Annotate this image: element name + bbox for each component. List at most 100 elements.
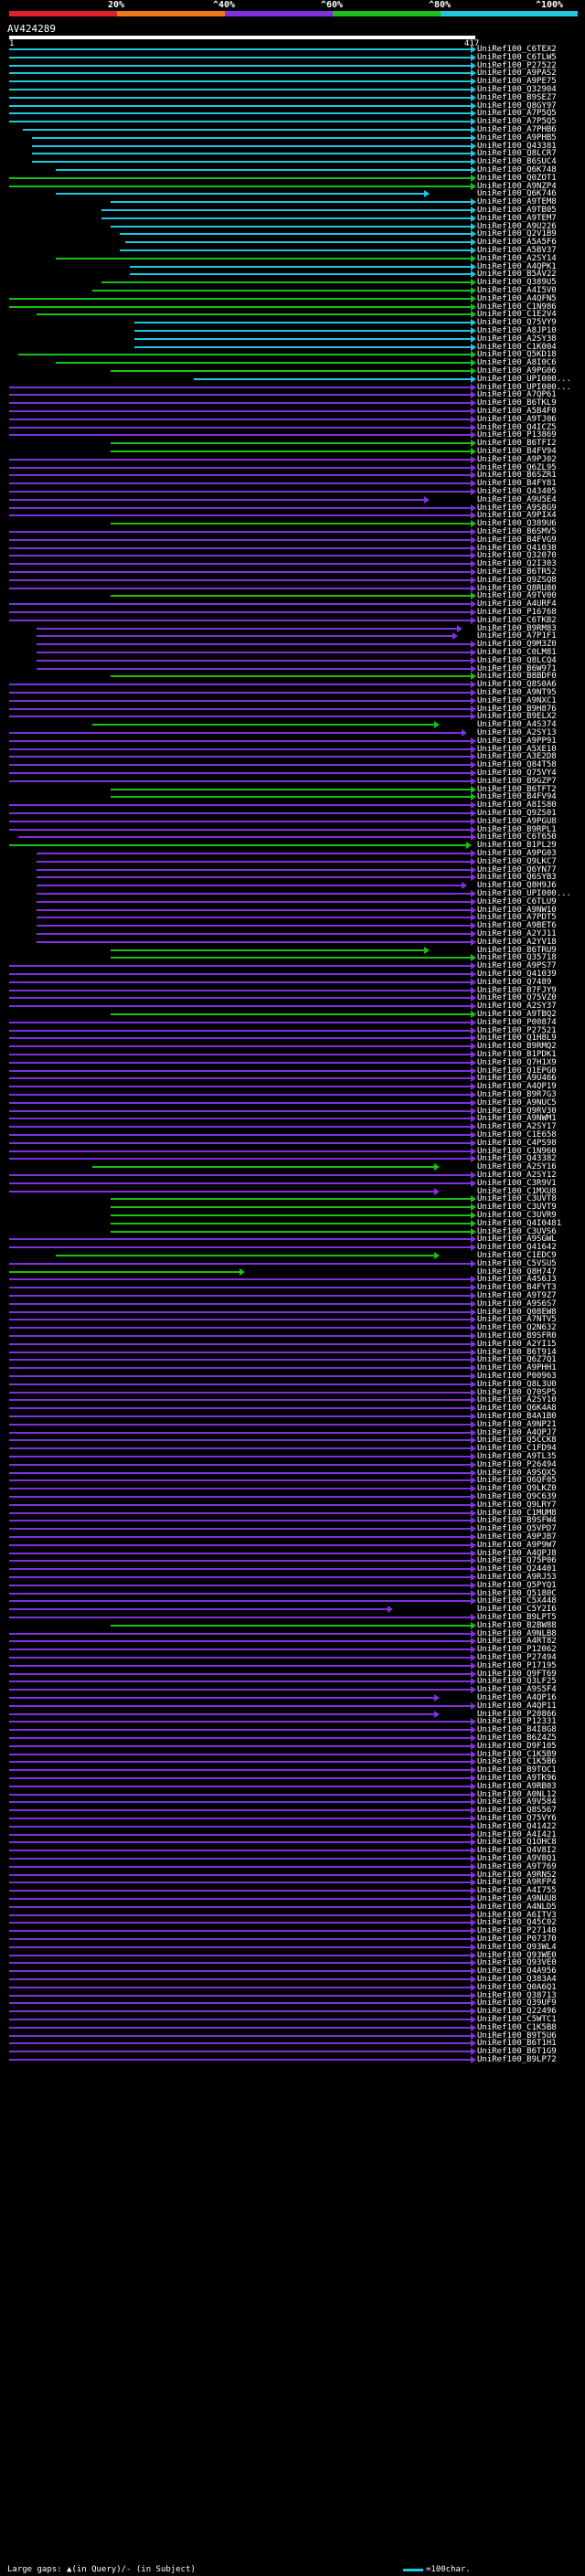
hit-label[interactable]: UniRef100_A2SY13 [477, 728, 557, 737]
hit-bar[interactable] [32, 144, 472, 147]
hit-label[interactable]: UniRef100_Q9LKZ0 [477, 1484, 557, 1494]
hit-label[interactable]: UniRef100_P12062 [477, 1645, 557, 1655]
hit-label[interactable]: UniRef100_B4FYT3 [477, 1283, 557, 1293]
hit-label[interactable]: UniRef100_B6T1H1 [477, 2039, 557, 2049]
hit-row[interactable]: UniRef100_Q43405 [0, 487, 585, 496]
hit-bar[interactable] [9, 603, 472, 606]
hit-bar[interactable] [111, 949, 426, 951]
hit-label[interactable]: UniRef100_Q8GY97 [477, 101, 557, 111]
hit-bar[interactable] [55, 169, 472, 171]
hit-bar[interactable] [9, 1850, 472, 1852]
hit-label[interactable]: UniRef100_C5Y2I6 [477, 1605, 557, 1615]
hit-row[interactable]: UniRef100_A9T9Z7 [0, 1291, 585, 1300]
hit-label[interactable]: UniRef100_A0NL12 [477, 1789, 557, 1799]
hit-row[interactable]: UniRef100_A7P5Q5 [0, 117, 585, 126]
hit-row[interactable]: UniRef100_B9SEZ7 [0, 93, 585, 102]
hit-row[interactable]: UniRef100_A9S8G9 [0, 504, 585, 513]
hit-row[interactable]: UniRef100_Q6K746 [0, 189, 585, 198]
hit-bar[interactable] [9, 1954, 472, 1956]
hit-bar[interactable] [9, 1777, 472, 1779]
hit-bar[interactable] [9, 1945, 472, 1948]
hit-row[interactable]: UniRef100_C1FD94 [0, 1444, 585, 1453]
hit-bar[interactable] [9, 538, 472, 541]
hit-bar[interactable] [9, 104, 472, 107]
hit-label[interactable]: UniRef100_Q8RU80 [477, 583, 557, 593]
hit-label[interactable]: UniRef100_A9PE75 [477, 77, 557, 87]
hit-row[interactable]: UniRef100_A9NT95 [0, 688, 585, 697]
hit-label[interactable]: UniRef100_Q9FT69 [477, 1669, 557, 1679]
hit-bar[interactable] [9, 1737, 472, 1739]
hit-row[interactable]: UniRef100_Q38713 [0, 1990, 585, 2000]
hit-label[interactable]: UniRef100_A9SGWL [477, 1235, 557, 1245]
hit-row[interactable]: UniRef100_A4QPJ7 [0, 1427, 585, 1437]
hit-row[interactable]: UniRef100_B1PL29 [0, 841, 585, 850]
hit-label[interactable]: UniRef100_P07370 [477, 1935, 557, 1944]
hit-label[interactable]: UniRef100_Q9ZSQ8 [477, 575, 557, 585]
hit-bar[interactable] [9, 1310, 472, 1313]
hit-row[interactable]: UniRef100_B4FV94 [0, 447, 585, 456]
hit-row[interactable]: UniRef100_C1N960 [0, 1147, 585, 1156]
hit-label[interactable]: UniRef100_Q5CCK8 [477, 1436, 557, 1446]
hit-bar[interactable] [9, 2034, 472, 2037]
hit-bar[interactable] [9, 1423, 472, 1426]
hit-label[interactable]: UniRef100_A9TJ06 [477, 414, 557, 424]
hit-row[interactable]: UniRef100_Q22496 [0, 2007, 585, 2016]
hit-label[interactable]: UniRef100_Q75VY9 [477, 318, 557, 328]
hit-row[interactable]: UniRef100_Q41642 [0, 1243, 585, 1252]
hit-row[interactable]: UniRef100_UPI000... [0, 375, 585, 384]
hit-label[interactable]: UniRef100_Q7H1X9 [477, 1057, 557, 1067]
hit-row[interactable]: UniRef100_Q0ZOT1 [0, 174, 585, 183]
hit-label[interactable]: UniRef100_A4QPJ7 [477, 1427, 557, 1437]
hit-bar[interactable] [9, 1439, 472, 1442]
hit-bar[interactable] [9, 1536, 472, 1538]
hit-row[interactable]: UniRef100_B4FY81 [0, 479, 585, 488]
hit-row[interactable]: UniRef100_Q9M3Z0 [0, 640, 585, 649]
hit-bar[interactable] [9, 1657, 472, 1659]
hit-label[interactable]: UniRef100_Q93WE0 [477, 1950, 557, 1960]
hit-row[interactable]: UniRef100_Q32070 [0, 551, 585, 560]
hit-row[interactable]: UniRef100_A9RB03 [0, 1782, 585, 1791]
hit-label[interactable]: UniRef100_A9PJB7 [477, 1532, 557, 1542]
hit-label[interactable]: UniRef100_A9PS77 [477, 961, 557, 971]
hit-label[interactable]: UniRef100_B9GZP7 [477, 776, 557, 786]
hit-row[interactable]: UniRef100_B4I8G8 [0, 1725, 585, 1734]
hit-label[interactable]: UniRef100_Q9C639 [477, 1492, 557, 1501]
hit-bar[interactable] [133, 322, 472, 324]
hit-row[interactable]: UniRef100_A9P9W7 [0, 1540, 585, 1550]
hit-label[interactable]: UniRef100_B6TFT2 [477, 784, 557, 794]
hit-bar[interactable] [9, 1158, 472, 1161]
hit-label[interactable]: UniRef100_A4I5V0 [477, 286, 557, 295]
hit-bar[interactable] [9, 112, 472, 115]
hit-row[interactable]: UniRef100_C3UVR9 [0, 1211, 585, 1220]
hit-row[interactable]: UniRef100_Q4V8I2 [0, 1846, 585, 1855]
hit-label[interactable]: UniRef100_P27521 [477, 1025, 557, 1035]
hit-bar[interactable] [37, 652, 472, 653]
hit-bar[interactable] [9, 402, 472, 405]
hit-bar[interactable] [9, 1479, 472, 1482]
hit-bar[interactable] [9, 386, 472, 388]
hit-row[interactable]: UniRef100_A9TV00 [0, 591, 585, 600]
hit-bar[interactable] [111, 1214, 472, 1216]
hit-bar[interactable] [9, 546, 472, 549]
hit-row[interactable]: UniRef100_A2SY16 [0, 1162, 585, 1171]
hit-bar[interactable] [9, 555, 472, 557]
hit-row[interactable]: UniRef100_C1E658 [0, 1130, 585, 1140]
hit-bar[interactable] [111, 370, 472, 372]
hit-label[interactable]: UniRef100_Q6QF05 [477, 1476, 557, 1486]
hit-label[interactable]: UniRef100_Q8LCQ4 [477, 655, 557, 665]
hit-label[interactable]: UniRef100_A4QPK1 [477, 261, 557, 271]
hit-bar[interactable] [9, 418, 472, 420]
hit-label[interactable]: UniRef100_Q38713 [477, 1990, 557, 2000]
hit-bar[interactable] [9, 1962, 472, 1965]
hit-row[interactable]: UniRef100_Q43381 [0, 142, 585, 151]
hit-bar[interactable] [9, 1134, 472, 1136]
hit-bar[interactable] [9, 1302, 472, 1305]
hit-label[interactable]: UniRef100_A7NTV5 [477, 1315, 557, 1325]
hit-label[interactable]: UniRef100_A2SY12 [477, 1171, 557, 1180]
hit-row[interactable]: UniRef100_A9BET6 [0, 921, 585, 930]
hit-row[interactable]: UniRef100_C1MUM8 [0, 1509, 585, 1518]
hit-label[interactable]: UniRef100_A9P9W7 [477, 1540, 557, 1550]
hit-row[interactable]: UniRef100_P20866 [0, 1710, 585, 1719]
hit-bar[interactable] [9, 1543, 472, 1546]
hit-bar[interactable] [9, 1721, 472, 1723]
